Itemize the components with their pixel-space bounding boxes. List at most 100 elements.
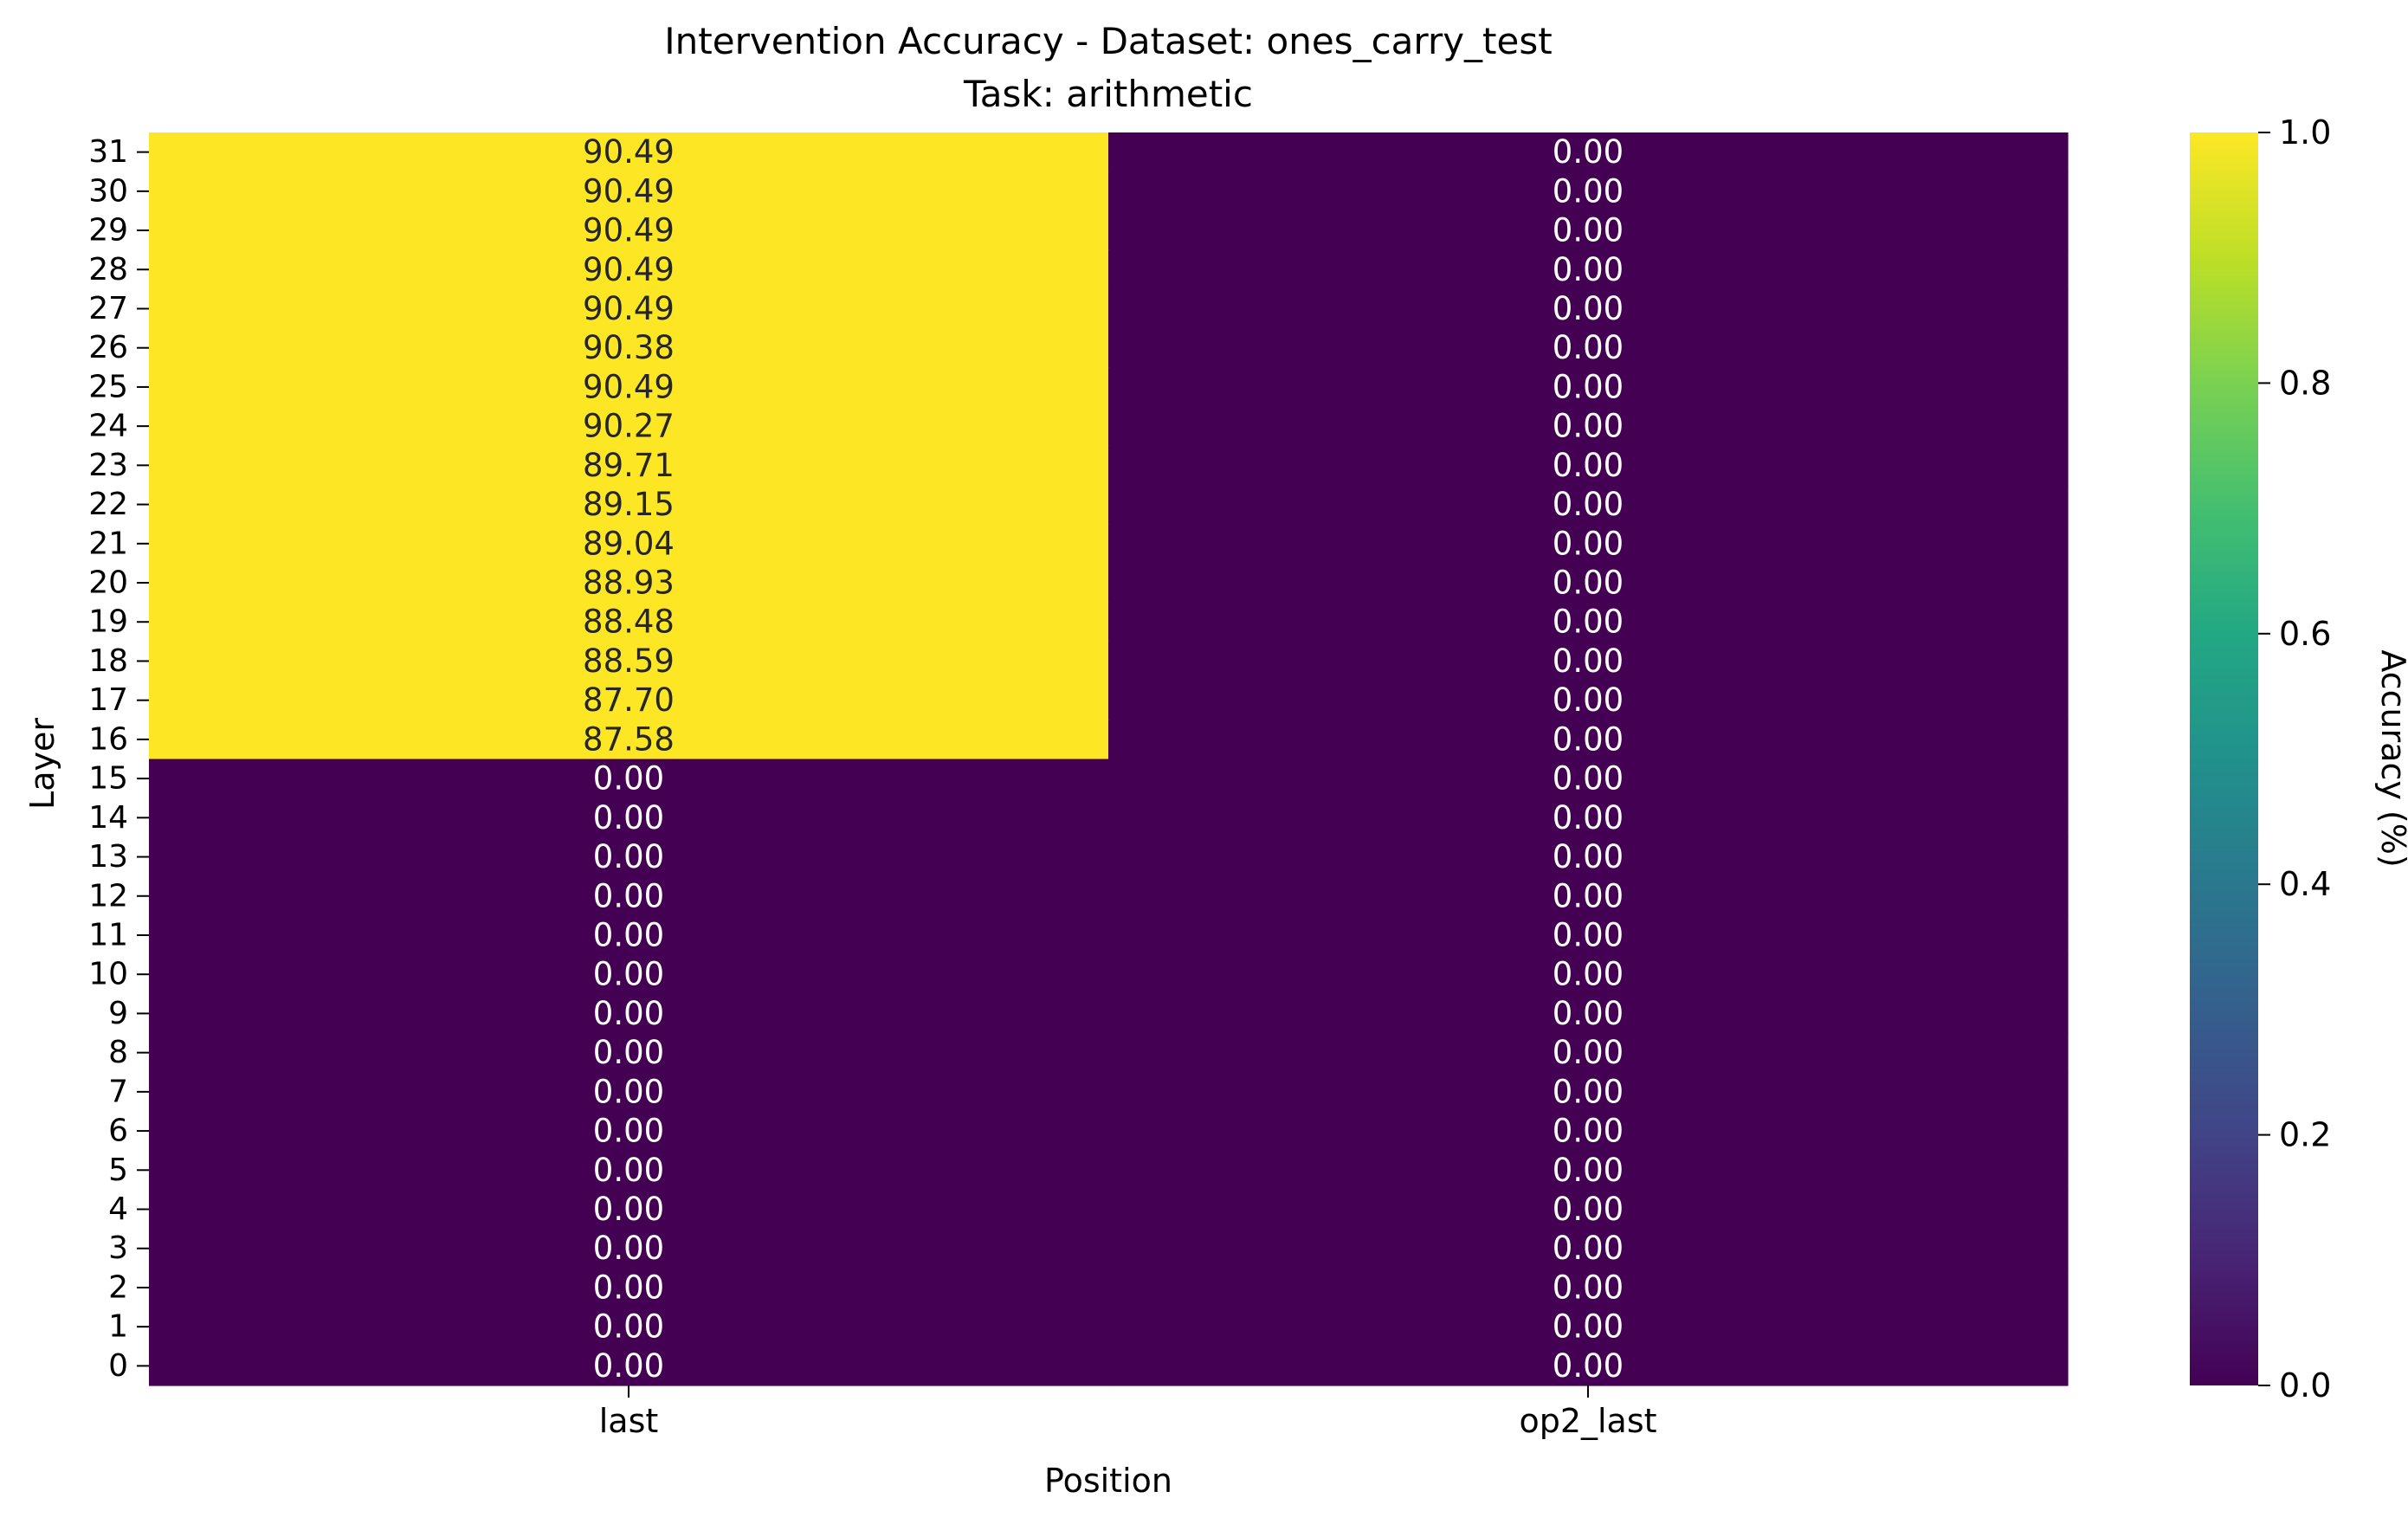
colorbar <box>2190 132 2258 1385</box>
cell-value-label: 0.00 <box>1553 643 1624 680</box>
colorbar-tick-label: 1.0 <box>2279 113 2331 152</box>
heatmap-cell <box>149 954 1109 995</box>
cell-value-label: 0.00 <box>1553 447 1624 484</box>
heatmap-cell <box>1108 1307 2069 1347</box>
cell-value-label: 0.00 <box>1553 525 1624 562</box>
cell-value-label: 0.00 <box>593 1034 664 1071</box>
heatmap-cell <box>1108 993 2069 1034</box>
cell-value-label: 0.00 <box>1553 720 1624 758</box>
cell-value-label: 0.00 <box>593 1152 664 1189</box>
x-axis: last op2_last <box>599 1385 1657 1440</box>
heatmap-cell <box>149 759 1109 799</box>
y-axis: 3130292827262524232221201918171615141312… <box>88 134 149 1384</box>
heatmap-cell <box>149 367 1109 408</box>
cell-value-label: 89.15 <box>583 486 675 523</box>
cell-value-label: 0.00 <box>1553 133 1624 171</box>
heatmap-cell <box>1108 1150 2069 1191</box>
cell-value-label: 90.38 <box>583 329 675 366</box>
y-tick-label: 5 <box>108 1153 128 1188</box>
y-tick-label: 1 <box>108 1309 128 1345</box>
cell-value-label: 87.70 <box>583 681 675 719</box>
heatmap-cell <box>1108 249 2069 290</box>
heatmap-cell <box>149 681 1109 720</box>
heatmap-cell <box>1108 484 2069 525</box>
heatmap-cell <box>149 563 1109 604</box>
y-tick-label: 24 <box>88 409 128 444</box>
heatmap-cell <box>1108 681 2069 720</box>
heatmap-cell <box>1108 1033 2069 1073</box>
heatmap-cell <box>149 602 1109 643</box>
y-axis-label: Layer <box>23 718 61 810</box>
heatmap-cell <box>1108 876 2069 916</box>
heatmap-cell <box>149 249 1109 290</box>
colorbar-ticks: 0.0 0.2 0.4 0.6 0.8 1.0 <box>2258 113 2331 1405</box>
heatmap-cell <box>1108 328 2069 368</box>
cell-value-label: 0.00 <box>593 1347 664 1385</box>
y-tick-label: 8 <box>108 1035 128 1070</box>
cell-value-label: 0.00 <box>1553 212 1624 249</box>
cell-value-label: 0.00 <box>593 956 664 993</box>
y-tick-label: 0 <box>108 1348 128 1384</box>
y-tick-label: 12 <box>88 878 128 914</box>
y-tick-label: 26 <box>88 330 128 365</box>
heatmap-cell <box>149 1307 1109 1347</box>
cell-value-label: 0.00 <box>593 1113 664 1150</box>
cell-value-label: 0.00 <box>593 877 664 914</box>
colorbar-tick-label: 0.8 <box>2279 364 2331 402</box>
heatmap-cell <box>149 328 1109 368</box>
heatmap-cell <box>1108 406 2069 447</box>
heatmap-cell <box>1108 132 2069 172</box>
cell-value-label: 0.00 <box>593 1269 664 1306</box>
heatmap-cell <box>149 524 1109 565</box>
heatmap-cell <box>1108 1072 2069 1113</box>
cell-value-label: 0.00 <box>1553 1034 1624 1071</box>
y-tick-label: 27 <box>88 291 128 326</box>
cell-value-label: 0.00 <box>1553 1073 1624 1110</box>
heatmap-cell <box>1108 1189 2069 1230</box>
y-tick-label: 19 <box>88 604 128 640</box>
cell-value-label: 88.93 <box>583 565 675 602</box>
heatmap-cell <box>149 798 1109 838</box>
heatmap-cell <box>149 1111 1109 1152</box>
y-tick-label: 4 <box>108 1191 128 1227</box>
cell-value-label: 0.00 <box>593 995 664 1032</box>
cell-value-label: 0.00 <box>1553 1230 1624 1267</box>
y-tick-label: 10 <box>88 957 128 992</box>
heatmap-cell <box>1108 563 2069 604</box>
y-tick-label: 14 <box>88 800 128 836</box>
heatmap-cell <box>1108 759 2069 799</box>
y-tick-label: 15 <box>88 761 128 797</box>
cell-value-label: 0.00 <box>1553 1113 1624 1150</box>
y-tick-label: 17 <box>88 682 128 718</box>
heatmap-cell <box>149 171 1109 212</box>
cell-value-label: 0.00 <box>593 1308 664 1346</box>
heatmap-cell <box>149 993 1109 1034</box>
heatmap-cell <box>149 836 1109 877</box>
heatmap-cell <box>1108 524 2069 565</box>
cell-value-label: 88.59 <box>583 643 675 680</box>
heatmap-cell <box>1108 915 2069 956</box>
cell-value-label: 0.00 <box>1553 877 1624 914</box>
cell-value-label: 0.00 <box>1553 604 1624 641</box>
colorbar-tick-label: 0.2 <box>2279 1116 2331 1154</box>
cell-value-label: 0.00 <box>593 838 664 875</box>
heatmap-cell-labels: 90.49 0.00 90.49 0.00 90.49 0.00 90.49 0.00 90.4… <box>583 133 1624 1385</box>
cell-value-label: 89.04 <box>583 525 675 562</box>
heatmap-cells <box>149 132 2069 1386</box>
cell-value-label: 90.49 <box>583 133 675 171</box>
heatmap-cell <box>149 641 1109 681</box>
y-tick-label: 22 <box>88 487 128 522</box>
colorbar-label: Accuracy (%) <box>2374 649 2408 867</box>
heatmap-cell <box>1108 1229 2069 1269</box>
cell-value-label: 0.00 <box>1553 251 1624 288</box>
cell-value-label: 90.49 <box>583 172 675 210</box>
cell-value-label: 0.00 <box>1553 681 1624 719</box>
cell-value-label: 90.49 <box>583 368 675 405</box>
heatmap-cell <box>149 1033 1109 1073</box>
cell-value-label: 90.49 <box>583 251 675 288</box>
y-tick-label: 21 <box>88 526 128 561</box>
cell-value-label: 0.00 <box>1553 1152 1624 1189</box>
heatmap-cell <box>149 484 1109 525</box>
cell-value-label: 0.00 <box>593 760 664 798</box>
